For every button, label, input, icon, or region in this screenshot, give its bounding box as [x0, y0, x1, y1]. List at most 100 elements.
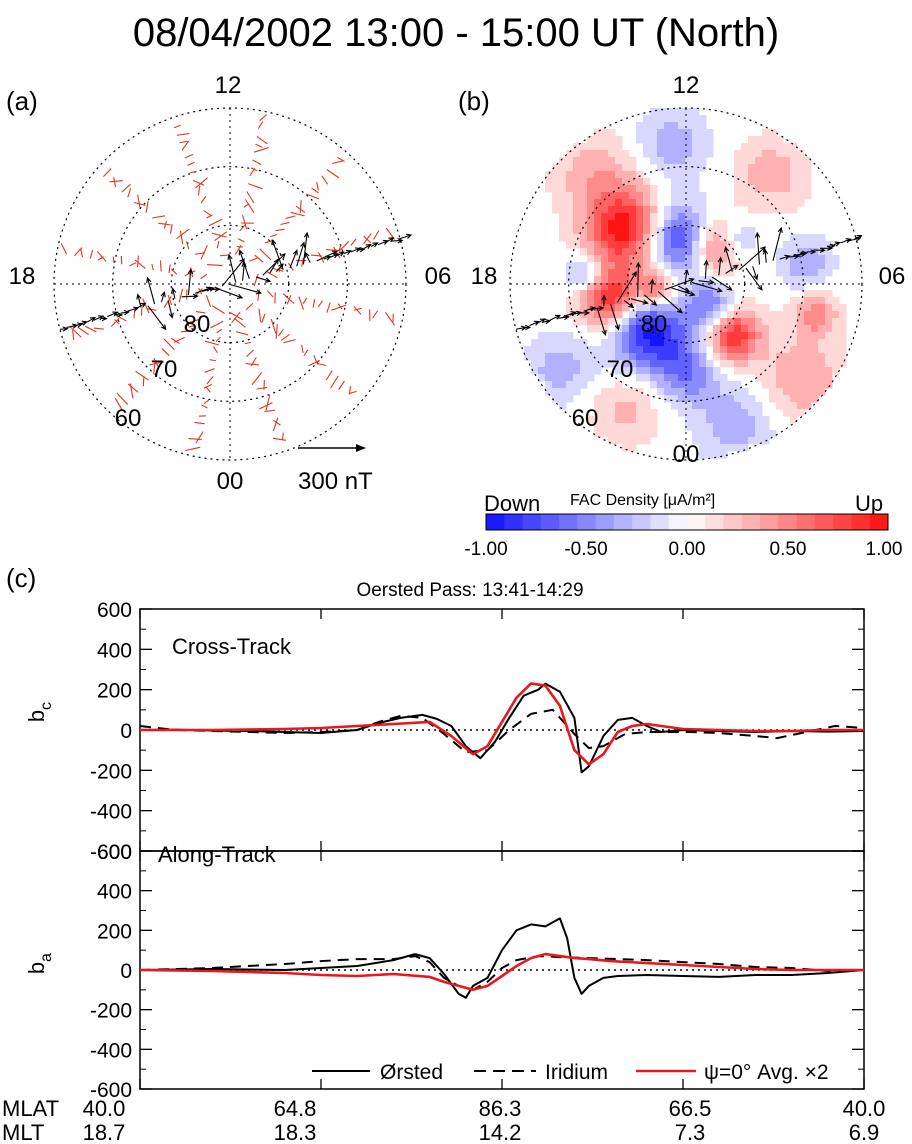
fac-cell: [769, 374, 777, 382]
fac-cell: [552, 199, 560, 207]
fac-cell: [678, 332, 686, 340]
dial-a-vector-head: [81, 320, 88, 326]
colorbar-cell: [650, 514, 670, 530]
fac-cell: [692, 416, 700, 424]
dial-a-vector-head: [241, 261, 247, 268]
red-vector: [281, 334, 290, 341]
fac-cell: [825, 255, 833, 263]
fac-cell: [783, 199, 791, 207]
fac-cell: [587, 136, 595, 144]
fac-cell: [685, 178, 693, 186]
fac-cell: [601, 297, 609, 305]
dial-a-vector: [391, 239, 403, 242]
red-vector: [236, 331, 249, 336]
red-vector: [372, 310, 379, 319]
fac-cell: [685, 227, 693, 235]
dial-b-vector-head: [753, 274, 759, 281]
fac-cell: [566, 367, 574, 375]
fac-cell: [783, 192, 791, 200]
fac-cell: [741, 332, 749, 340]
fac-cell: [797, 388, 805, 396]
fac-cell: [587, 213, 595, 221]
fac-cell: [622, 325, 630, 333]
fac-cell: [804, 402, 812, 410]
fac-cell: [776, 206, 784, 214]
fac-cell: [678, 290, 686, 298]
fac-cell: [720, 269, 728, 277]
red-vector: [96, 251, 107, 262]
fac-cell: [629, 437, 637, 445]
fac-cell: [741, 367, 749, 375]
fac-cell: [671, 185, 679, 193]
fac-cell: [790, 157, 798, 165]
fac-cell: [671, 178, 679, 186]
fac-cell: [615, 213, 623, 221]
fac-cell: [790, 283, 798, 291]
fac-cell: [685, 171, 693, 179]
fac-cell: [692, 150, 700, 158]
fac-cell: [699, 367, 707, 375]
fac-cell: [769, 143, 777, 151]
red-vector: [246, 191, 255, 204]
red-vector: [326, 302, 331, 313]
colorbar-cell: [723, 514, 743, 530]
fac-cell: [559, 381, 567, 389]
red-vector: [136, 255, 139, 268]
dial-b-vector-head: [688, 277, 695, 284]
fac-cell: [601, 311, 609, 319]
fac-cell: [706, 283, 714, 291]
fac-cell: [692, 248, 700, 256]
fac-cell: [699, 199, 707, 207]
fac-cell: [804, 311, 812, 319]
red-vector: [168, 264, 171, 273]
fac-cell: [699, 283, 707, 291]
fac-cell: [643, 437, 651, 445]
fac-cell: [762, 360, 770, 368]
fac-cell: [671, 367, 679, 375]
fac-cell: [629, 164, 637, 172]
fac-cell: [762, 416, 770, 424]
fac-cell: [615, 416, 623, 424]
fac-cell: [594, 367, 602, 375]
fac-cell: [776, 185, 784, 193]
fac-cell: [650, 374, 658, 382]
fac-cell: [629, 192, 637, 200]
fac-cell: [657, 157, 665, 165]
red-vector: [259, 114, 268, 122]
fac-cell: [692, 157, 700, 165]
fac-cell: [741, 423, 749, 431]
fac-cell: [818, 346, 826, 354]
fac-cell: [741, 395, 749, 403]
fac-cell: [797, 395, 805, 403]
fac-cell: [741, 416, 749, 424]
fac-cell: [608, 262, 616, 270]
fac-cell: [664, 332, 672, 340]
fac-cell: [713, 388, 721, 396]
fac-cell: [776, 332, 784, 340]
fac-cell: [734, 416, 742, 424]
fac-cell: [608, 213, 616, 221]
fac-cell: [622, 150, 630, 158]
fac-cell: [629, 283, 637, 291]
fac-cell: [678, 241, 686, 249]
mlat-4: 40.0: [843, 1096, 886, 1121]
fac-cell: [741, 192, 749, 200]
fac-cell: [685, 346, 693, 354]
fac-cell: [713, 269, 721, 277]
fac-cell: [692, 234, 700, 242]
fac-cell: [811, 367, 819, 375]
fac-cell: [580, 185, 588, 193]
fac-cell: [769, 346, 777, 354]
fac-cell: [706, 430, 714, 438]
fac-cell: [594, 423, 602, 431]
fac-cell: [636, 360, 644, 368]
fac-cell: [643, 248, 651, 256]
fac-cell: [678, 283, 686, 291]
dial-a-vector: [228, 283, 261, 294]
fac-cell: [622, 157, 630, 165]
fac-cell: [636, 185, 644, 193]
red-vector: [338, 380, 345, 391]
dial-b-vector: [752, 266, 758, 280]
fac-cell: [811, 311, 819, 319]
fac-cell: [818, 332, 826, 340]
